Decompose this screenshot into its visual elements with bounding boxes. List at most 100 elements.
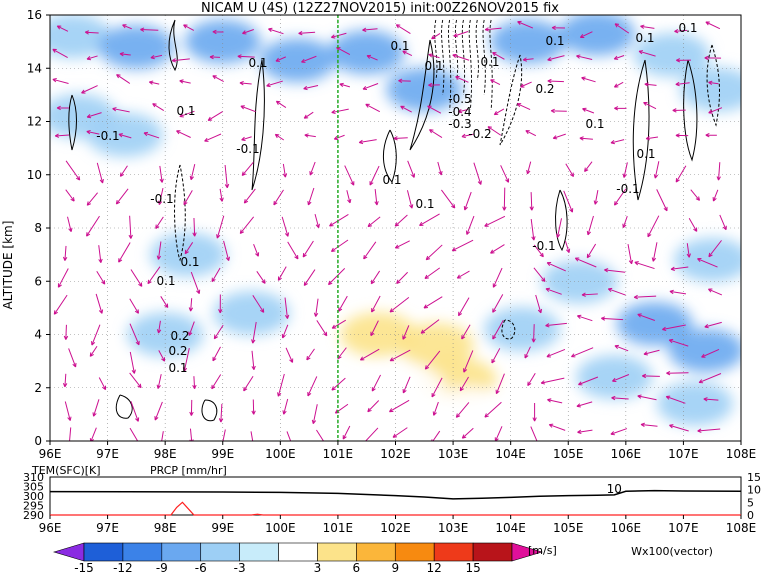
wind-vector	[333, 134, 345, 141]
wind-vector	[704, 321, 722, 329]
wind-vector	[552, 133, 566, 140]
wind-vector	[455, 76, 469, 83]
wind-vector	[363, 241, 377, 260]
wind-vector	[62, 373, 68, 388]
x-tick-label: 96E	[39, 447, 62, 461]
wind-vector	[406, 190, 414, 209]
contour-line	[174, 164, 186, 262]
wind-vector	[189, 399, 194, 416]
lower-y-tick-label-left: 295	[23, 500, 44, 513]
colorbar-level-label: 3	[314, 561, 322, 575]
lower-x-tick-label: 100E	[265, 521, 296, 535]
wind-vector	[369, 165, 380, 186]
wind-shade-cell	[351, 126, 428, 171]
wind-vector	[428, 82, 440, 88]
lower-x-tick-label: 107E	[668, 521, 699, 535]
wind-vector	[431, 33, 441, 40]
wind-vector	[690, 189, 701, 201]
wind-vector	[551, 25, 566, 30]
wind-vector	[92, 399, 100, 417]
wind-vector	[192, 217, 197, 237]
wind-vector	[370, 320, 379, 337]
colorbar-bin	[239, 542, 279, 562]
wind-vector	[640, 422, 658, 427]
lower-x-tick-label: 108E	[726, 521, 757, 535]
wind-vector	[190, 271, 201, 295]
x-tick-label: 106E	[611, 447, 642, 461]
wind-vector	[213, 324, 224, 340]
wind-vector	[275, 100, 287, 108]
contour-label: -0.3	[448, 117, 471, 131]
wind-vector	[563, 190, 574, 213]
wind-vector	[342, 425, 351, 440]
y-tick-label: 2	[34, 381, 42, 395]
wind-vector	[419, 213, 440, 227]
wind-vector	[492, 52, 505, 60]
wind-vector	[52, 48, 68, 58]
wind-vector	[365, 427, 379, 441]
wind-vectors	[52, 20, 727, 441]
wind-shade-cell	[593, 128, 670, 173]
wind-vector	[116, 74, 131, 84]
wind-vector	[612, 374, 630, 382]
wind-vector	[638, 50, 656, 57]
wind-vector	[579, 31, 593, 38]
wind-vector	[613, 81, 624, 88]
wind-vector	[545, 322, 567, 328]
contour-label: 0.2	[170, 329, 189, 343]
y-tick-label: 0	[34, 434, 42, 448]
contour-line	[201, 399, 218, 422]
colorbar-level-label: 12	[427, 561, 442, 575]
wind-vector	[643, 101, 657, 110]
chart-title: NICAM U (4S) (12Z27NOV2015) init:00Z26NO…	[201, 1, 559, 16]
wind-vector	[171, 58, 190, 63]
x-tick-label: 104E	[495, 447, 526, 461]
lower-y-tick-label-right: 5	[747, 496, 754, 509]
wind-vector	[402, 50, 413, 57]
wind-vector	[574, 257, 597, 268]
wind-vector	[86, 192, 98, 206]
wind-vector	[56, 105, 69, 111]
wind-vector	[250, 431, 254, 441]
wind-vector	[158, 350, 166, 362]
wind-vector	[148, 80, 160, 85]
wind-vector	[453, 30, 469, 38]
wind-vector	[53, 294, 68, 315]
wind-vector	[556, 218, 562, 238]
wind-vector	[68, 348, 77, 368]
wind-shade-cell	[369, 216, 446, 261]
wind-vector	[431, 377, 443, 398]
wind-vector	[669, 289, 687, 295]
wind-shade-cell	[127, 312, 204, 357]
wind-vector	[370, 270, 381, 285]
wind-vector	[150, 54, 163, 60]
main-axis-ticks: 96E 97E 98E 99E 100E 101E 102E 103E 104E 105E 106E…	[27, 8, 757, 461]
wind-vector	[495, 373, 505, 395]
wind-vector	[251, 321, 257, 344]
wind-shade-cell	[52, 344, 129, 389]
wind-vector	[637, 313, 656, 321]
wind-vector	[212, 75, 224, 83]
wind-vector	[547, 78, 564, 84]
contour-line	[706, 44, 720, 127]
wind-vector	[389, 296, 410, 313]
wind-vector	[129, 298, 139, 314]
colorbar-level-label: 9	[391, 561, 399, 575]
wind-vector	[330, 32, 347, 39]
contour-labels: 0.1 0.1 0.1 -0.1 -0.1 0.1 0.2 0.1 0.1 0.1 -0.1 0.1 -…	[96, 21, 697, 375]
wind-vector	[535, 294, 543, 314]
x-tick-label: 97E	[96, 447, 119, 461]
contour-label: 0.1	[635, 31, 654, 45]
contour-line-dashed	[468, 19, 472, 111]
colorbar: -15 -12 -9 -6 -3 3 6 9 12 15	[52, 542, 544, 575]
wind-vector	[286, 431, 293, 441]
colorbar-bin	[200, 542, 240, 562]
wind-vector	[546, 348, 566, 358]
wind-vector	[576, 54, 593, 60]
lower-x-tick-label: 104E	[495, 521, 526, 535]
wind-vector	[487, 126, 502, 136]
wind-vector	[147, 266, 161, 285]
wind-vector	[331, 377, 346, 391]
wind-vector	[84, 30, 99, 35]
wind-vector	[307, 187, 315, 206]
